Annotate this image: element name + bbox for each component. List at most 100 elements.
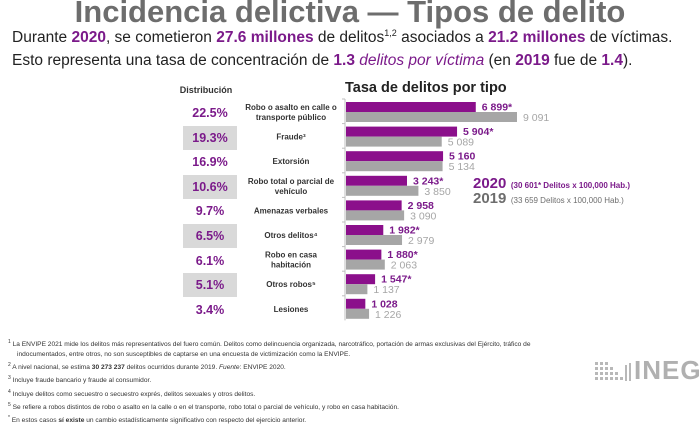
- distribution-value: 6.1%: [195, 253, 225, 268]
- footnote-text: A nivel nacional, se estima: [10, 364, 92, 372]
- footnote-text: En estos casos: [9, 417, 59, 425]
- footnote-marker: 4: [8, 388, 11, 395]
- text: de delitos: [313, 29, 385, 47]
- bar-2019: [346, 161, 443, 172]
- footnote-ref: 1,2: [384, 28, 397, 38]
- value-label-2020: 1 880*: [387, 249, 418, 261]
- victims-highlight: 21.2 millones: [488, 29, 586, 47]
- bar-2020: [346, 102, 476, 112]
- category-label: Extorsión: [273, 157, 310, 166]
- category-label: Lesiones: [274, 305, 309, 314]
- bar-2020: [346, 225, 384, 235]
- bar-2020: [346, 151, 444, 162]
- legend-2019-desc: (33 659 Delitos x 100,000 Hab.): [510, 196, 624, 205]
- bar-2020: [346, 298, 366, 309]
- bar-2019: [346, 308, 370, 319]
- footnote-5: 5 Se refiere a robos distintos de robo o…: [8, 400, 598, 413]
- distribution-value: 10.6%: [183, 174, 237, 199]
- footnote-italic: Fuente: [219, 364, 240, 372]
- footnote-text: un cambio estadísticamente significativo…: [84, 417, 307, 425]
- legend-2020-desc: (30 601* Delitos x 100,000 Hab.): [510, 181, 631, 190]
- prev-rate-highlight: 1.4: [601, 52, 623, 69]
- text: fue de: [549, 52, 602, 69]
- bar-2019: [346, 210, 405, 221]
- year-highlight: 2020: [71, 29, 106, 47]
- footnote-text: Incluye fraude bancario y fraude al cons…: [10, 377, 152, 385]
- footnote-text: delitos ocurridos durante 2019.: [124, 364, 220, 372]
- footnote-bold: 30 273 237: [91, 364, 125, 372]
- footnote-1: 1 La ENVIPE 2021 mide los delitos más re…: [8, 337, 598, 350]
- distribution-value: 9.7%: [195, 204, 225, 219]
- bar-2020: [346, 274, 376, 285]
- bar-2019: [346, 235, 403, 245]
- chart-title: Tasa de delitos por tipo: [345, 80, 507, 96]
- bar-2020: [346, 200, 402, 211]
- rate-label: delitos por víctima: [354, 52, 485, 69]
- value-label-2020: 5 904*: [463, 126, 494, 138]
- value-label-2020: 1 028: [371, 298, 397, 310]
- text: ).: [622, 52, 633, 69]
- legend-2019: 2019 (33 659 Delitos x 100,000 Hab.): [473, 190, 624, 208]
- category-label: vehículo: [275, 187, 308, 196]
- inegi-dots-icon: [595, 362, 631, 381]
- bar-2020: [346, 249, 382, 260]
- value-label-2020: 5 160: [449, 151, 475, 163]
- rate-highlight: 1.3: [333, 52, 355, 69]
- text: Durante: [12, 29, 72, 47]
- footnote-text: Se refiere a robos distintos de robo o a…: [10, 403, 399, 411]
- value-label-2020: 1 547*: [381, 274, 412, 286]
- footnote-1-cont: indocumentados, entre otros, no son susc…: [8, 350, 598, 360]
- category-label: Fraude³: [276, 133, 306, 142]
- category-label: Robo o asalto en calle o: [245, 103, 337, 112]
- distribution-value: 5.1%: [183, 273, 237, 298]
- distribution-value: 3.4%: [195, 302, 225, 317]
- footnote-text: indocumentados, entre otros, no son susc…: [17, 351, 351, 359]
- text: (en: [484, 52, 516, 69]
- text: , se cometieron: [105, 29, 217, 47]
- value-label-2020: 2 958: [408, 200, 434, 212]
- bar-2019: [346, 284, 368, 295]
- footnote-marker: 2: [8, 362, 11, 369]
- logo-text: INEGI: [634, 355, 700, 385]
- distribution-value: 19.3%: [183, 125, 237, 150]
- distribution-value: 16.9%: [192, 155, 228, 170]
- prev-year-highlight: 2019: [515, 52, 550, 69]
- distribution-value: 22.5%: [192, 106, 228, 120]
- summary-line-2: Esto representa una tasa de concentració…: [12, 52, 632, 70]
- value-label-2019: 9 091: [523, 112, 549, 124]
- category-label: Amenazas verbales: [254, 206, 329, 215]
- footnote-2: 2 A nivel nacional, se estima 30 273 237…: [8, 360, 598, 373]
- footnote-marker: 1: [8, 339, 11, 345]
- value-label-2019: 3 850: [424, 186, 450, 198]
- bar-chart: 6 899* 9 091 Robo o asalto en calle otrans…: [245, 98, 549, 321]
- footnotes: 1 La ENVIPE 2021 mide los delitos más re…: [8, 337, 598, 426]
- category-label: Otros delitos⁴: [264, 231, 317, 240]
- legend-2019-year: 2019: [473, 190, 507, 207]
- distribution-header: Distribución: [179, 85, 233, 95]
- category-label: transporte público: [256, 113, 326, 122]
- distribution-value: 6.5%: [183, 224, 237, 248]
- page-title: Incidencia delictiva — Tipos de delito: [74, 0, 626, 29]
- footnote-bold: sí existe: [58, 417, 85, 425]
- bar-2019: [346, 259, 385, 270]
- inegi-logo: INEGI: [594, 355, 700, 385]
- crimes-highlight: 27.6 millones: [216, 29, 314, 47]
- text: Esto representa una tasa de concentració…: [12, 52, 334, 69]
- text: asociados a: [396, 29, 489, 47]
- value-label-2020: 1 982*: [389, 225, 420, 237]
- footnote-4: 4 Incluye delitos como secuestro o secue…: [8, 387, 598, 400]
- value-label-2020: 6 899*: [482, 102, 513, 114]
- footnote-3: 3 Incluye fraude bancario y fraude al co…: [8, 373, 598, 386]
- category-label: Otros robos⁵: [266, 280, 316, 289]
- value-label-2019: 5 089: [448, 137, 474, 149]
- category-label: Robo en casa: [265, 251, 318, 260]
- footnote-text: La ENVIPE 2021 mide los delitos más repr…: [10, 341, 531, 349]
- value-label-2019: 1 137: [373, 284, 399, 296]
- footnote-text: Incluye delitos como secuestro o secuest…: [10, 390, 256, 398]
- bar-2019: [346, 136, 442, 147]
- bar-2020: [346, 175, 408, 186]
- footnote-text: : ENVIPE 2020.: [239, 364, 286, 372]
- legend-2020: 2020 (30 601* Delitos x 100,000 Hab.): [473, 175, 630, 193]
- summary-line-1: Durante 2020, se cometieron 27.6 millone…: [12, 28, 672, 47]
- footnote-significance: * En estos casos sí existe un cambio est…: [8, 413, 598, 426]
